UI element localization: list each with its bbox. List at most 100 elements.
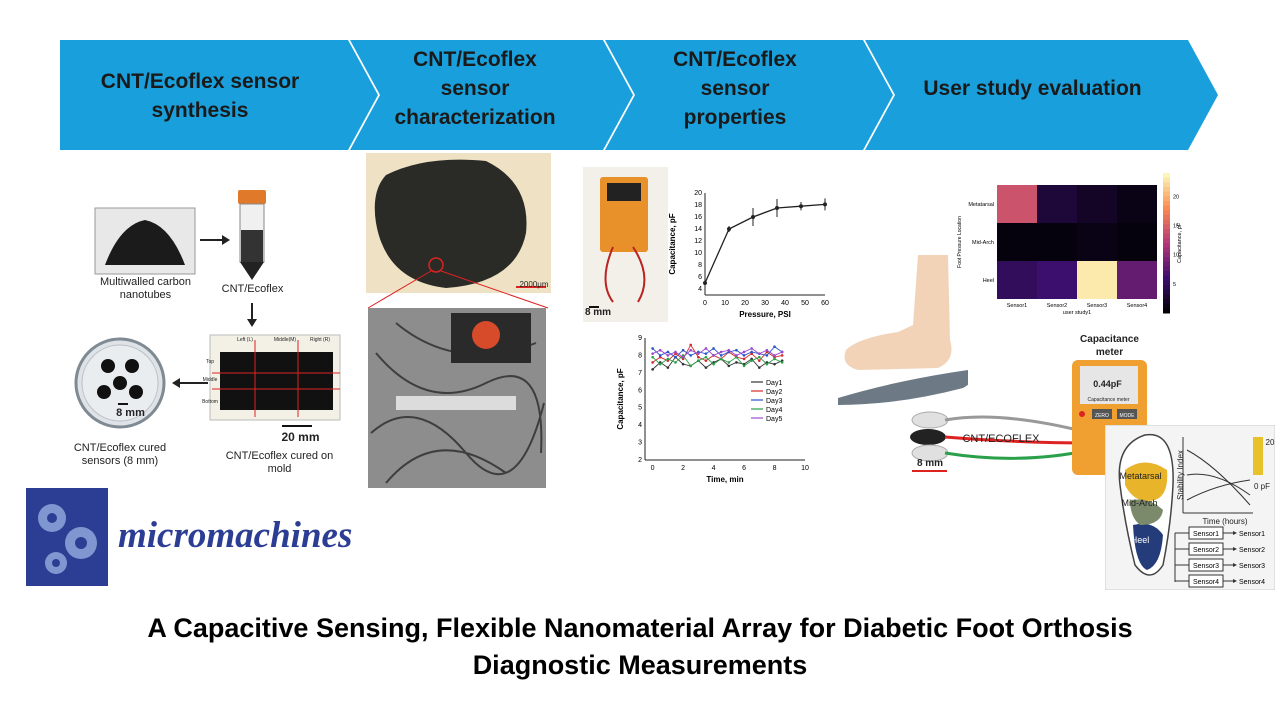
colorbar-segment: [1163, 173, 1170, 179]
y-tick-label: 8: [698, 262, 702, 269]
colorbar-segment: [1163, 280, 1170, 286]
data-point: [780, 354, 784, 357]
data-point: [666, 350, 670, 354]
colorbar-segment: [1163, 201, 1170, 207]
y-tick-label: 9: [638, 335, 642, 342]
data-point: [697, 352, 700, 355]
data-point: [704, 347, 708, 350]
page-title-line2: Diagnostic Measurements: [472, 650, 808, 680]
heatmap-row-label: Mid-Arch: [972, 240, 994, 246]
data-point: [765, 354, 769, 357]
nanotube-pile: [105, 220, 185, 265]
sensor-pad: [910, 429, 946, 445]
x-tick-label: 2: [681, 465, 685, 472]
journal-name: micromachines: [118, 515, 353, 556]
data-point: [697, 359, 700, 362]
sensor-box-label: Sensor1: [1193, 531, 1219, 538]
gray-wire: [944, 415, 1091, 435]
y-tick-label: 2: [638, 457, 642, 464]
data-point: [651, 361, 654, 364]
mold-col-right: Right (R): [309, 337, 330, 343]
data-point: [799, 204, 803, 209]
colorbar-segment: [1163, 205, 1170, 211]
colorbar-segment: [1163, 210, 1170, 216]
sensor-disc: [97, 385, 111, 399]
heatmap-cell: [997, 261, 1037, 299]
zoom-circle: [428, 257, 444, 273]
data-point: [689, 343, 693, 347]
vial-icon: [238, 190, 266, 280]
foot-illustration: [838, 255, 968, 405]
data-point: [773, 362, 776, 366]
data-point: [666, 357, 670, 361]
data-point: [681, 355, 685, 359]
y-tick-label: 7: [638, 370, 642, 377]
data-point: [757, 359, 761, 362]
stability-colorbar-top: 20: [1265, 438, 1275, 447]
heatmap-cell: [1077, 185, 1117, 223]
series-line-day3: [652, 346, 783, 358]
y-tick-label: 16: [694, 214, 702, 221]
mold-col-middle: Middle(M): [273, 337, 297, 343]
legend-label: Day2: [766, 389, 782, 396]
data-point: [651, 368, 654, 371]
colorbar-segment: [1163, 289, 1170, 295]
meter-zero-label: ZERO: [1095, 413, 1109, 419]
stage-synthesis-label: CNT/Ecoflex sensor synthesis: [100, 70, 300, 122]
arrow-head: [1233, 579, 1237, 583]
heatmap-cell: [997, 223, 1037, 261]
colorbar-segment: [1163, 257, 1170, 263]
data-point: [697, 355, 700, 359]
sem-inset-blob: [472, 321, 500, 349]
mold-row-middle: Middle: [202, 377, 218, 383]
stage-user-study-label: User study evaluation: [923, 77, 1142, 100]
meter-reading: 0.44pF: [1093, 379, 1122, 389]
stability-colorbar-bottom: 0 pF: [1253, 482, 1270, 491]
colorbar-segment: [1163, 299, 1170, 305]
stability-ylabel: Stability Index: [1176, 450, 1185, 500]
sensor-disc: [129, 385, 143, 399]
data-point: [712, 354, 715, 357]
stage-chevrons: [60, 40, 1218, 150]
heatmap-cell: [1117, 261, 1157, 299]
x-tick-label: 20: [741, 300, 749, 307]
heatmap-col-label: Sensor3: [1087, 303, 1108, 309]
data-point: [750, 359, 753, 362]
colorbar-tick: 20: [1173, 194, 1179, 200]
vial-label: CNT/Ecoflex: [221, 283, 284, 295]
colorbar-segment: [1163, 243, 1170, 249]
colorbar-segment: [1163, 215, 1170, 221]
data-point: [666, 366, 670, 369]
data-point: [742, 350, 746, 354]
colorbar-label: Capacitance, pF: [1177, 222, 1183, 263]
heatmap-xlabel: user study1: [1063, 310, 1091, 316]
x-tick-label: 30: [761, 300, 769, 307]
y-tick-label: 14: [694, 226, 702, 233]
heatmap-cell: [997, 185, 1037, 223]
colorbar-segment: [1163, 285, 1170, 291]
data-point: [651, 352, 654, 355]
data-point: [689, 364, 693, 368]
cable-scale-label: 8 mm: [916, 458, 944, 469]
data-point: [704, 352, 708, 355]
heatmap-col-label: Sensor2: [1047, 303, 1068, 309]
data-point: [735, 348, 738, 352]
colorbar-segment: [1163, 187, 1170, 193]
colorbar-segment: [1163, 275, 1170, 281]
data-point: [742, 354, 746, 357]
micro-scale-label: 2000μm: [519, 280, 549, 289]
data-point: [674, 355, 677, 359]
meter-button: [1079, 411, 1085, 417]
legend-label: Day1: [766, 380, 782, 387]
data-point: [757, 352, 761, 355]
colorbar-segment: [1163, 219, 1170, 225]
y-axis-label: Capacitance, pF: [616, 368, 625, 429]
heatmap-ylabel: Foot Pressure Location: [957, 216, 963, 268]
colorbar-segment: [1163, 303, 1170, 309]
data-point: [765, 362, 769, 366]
sensor-output-label: Sensor4: [1239, 579, 1265, 586]
chevron-user-study: [865, 40, 1218, 150]
nanotubes-label: Multiwalled carbon nanotubes: [99, 276, 192, 301]
y-tick-label: 3: [638, 440, 642, 447]
data-point: [773, 357, 776, 361]
